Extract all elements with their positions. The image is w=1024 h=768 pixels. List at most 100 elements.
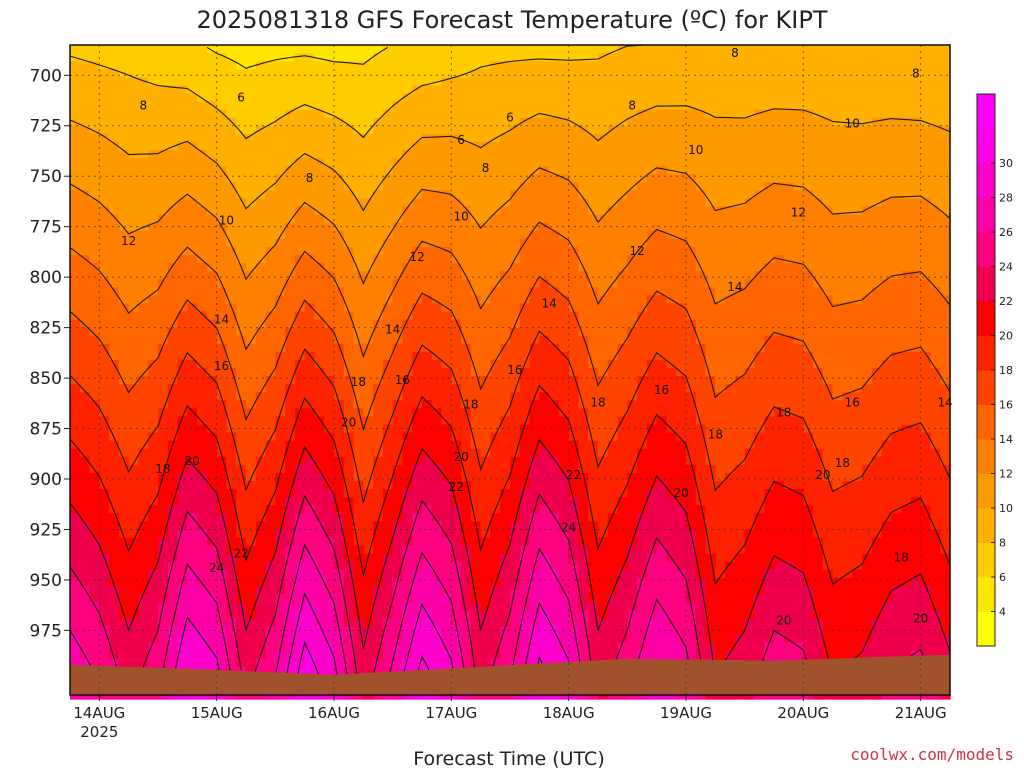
temperature-cell [255,77,267,86]
temperature-cell [617,642,628,652]
temperature-cell [226,230,237,240]
temperature-cell [334,303,345,313]
temperature-cell [206,529,218,539]
temperature-cell [148,376,159,385]
temperature-cell [617,101,628,111]
temperature-cell [646,650,658,660]
temperature-cell [206,610,218,619]
temperature-cell [578,158,589,167]
temperature-cell [646,577,658,587]
temperature-cell [373,351,384,361]
temperature-cell [304,230,316,240]
temperature-cell [607,424,619,434]
temperature-cell [402,335,413,345]
temperature-cell [187,367,198,377]
temperature-cell [519,335,531,345]
temperature-cell [138,101,149,111]
temperature-cell [617,149,628,159]
temperature-cell [558,569,570,579]
temperature-cell [598,610,609,619]
temperature-cell [334,351,345,361]
temperature-cell [265,93,276,103]
temperature-cell [490,545,501,555]
temperature-cell [539,174,550,183]
temperature-cell [558,53,570,62]
temperature-cell [265,529,276,539]
temperature-cell [461,521,472,531]
temperature-cell [324,254,335,264]
temperature-cell [334,408,345,418]
temperature-cell [461,400,472,409]
temperature-cell [99,642,110,652]
temperature-cell [177,295,188,304]
temperature-cell [138,359,149,369]
temperature-cell [451,351,462,361]
temperature-cell [461,61,472,70]
temperature-cell [177,198,188,208]
temperature-cell [363,263,374,272]
temperature-cell [216,174,228,183]
temperature-cell [187,182,198,191]
temperature-cell [539,125,550,135]
temperature-cell [392,101,404,111]
temperature-cell [236,384,247,393]
temperature-cell [470,464,482,474]
temperature-cell [598,230,609,240]
temperature-cell [500,634,511,644]
temperature-cell [568,545,580,555]
temperature-cell [637,166,648,175]
temperature-cell [529,577,540,587]
temperature-cell [539,513,550,522]
temperature-cell [441,642,452,652]
temperature-cell [578,311,589,321]
temperature-cell [549,456,560,466]
temperature-cell [70,618,81,627]
temperature-cell [216,141,228,151]
temperature-cell [304,505,316,514]
temperature-cell [402,125,413,135]
temperature-cell [70,206,81,216]
temperature-cell [294,481,306,490]
temperature-cell [588,650,599,660]
temperature-cell [265,141,276,151]
temperature-cell [500,206,511,216]
temperature-cell [206,618,218,627]
temperature-cell [627,109,638,119]
temperature-cell [187,303,198,313]
temperature-cell [382,101,394,111]
temperature-cell [314,206,325,216]
temperature-cell [617,141,628,151]
temperature-cell [519,351,531,361]
temperature-cell [607,529,619,539]
temperature-cell [441,650,452,660]
temperature-cell [412,45,423,54]
temperature-cell [451,432,462,442]
temperature-cell [402,351,413,361]
temperature-cell [373,408,384,418]
temperature-cell [275,182,286,191]
temperature-cell [118,246,130,256]
temperature-cell [500,53,511,62]
temperature-cell [187,335,198,345]
temperature-cell [500,561,511,571]
temperature-cell [226,263,237,272]
temperature-cell [158,594,169,603]
temperature-cell [314,440,325,450]
temperature-cell [246,319,257,329]
temperature-cell [255,263,267,272]
temperature-cell [451,448,462,458]
temperature-cell [382,367,394,377]
temperature-cell [382,650,394,660]
temperature-cell [646,376,658,385]
temperature-cell [588,505,599,514]
temperature-cell [275,158,286,167]
temperature-cell [353,351,364,361]
temperature-cell [598,529,609,539]
temperature-cell [177,424,188,434]
temperature-cell [470,141,482,151]
temperature-cell [177,343,188,353]
temperature-cell [99,206,110,216]
temperature-cell [109,456,120,466]
temperature-cell [656,45,668,54]
temperature-cell [490,424,501,434]
